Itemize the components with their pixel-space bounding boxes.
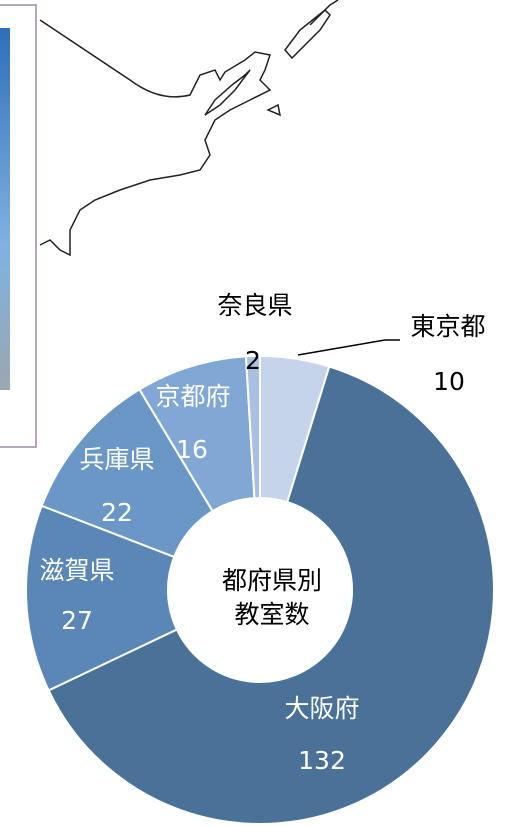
- center-label: 都府県別: [222, 566, 322, 595]
- slice-value: 10: [433, 367, 465, 396]
- slice-label: 滋賀県: [39, 556, 114, 585]
- slice-label: 東京都: [410, 312, 485, 341]
- slice-value: 2: [245, 346, 261, 375]
- slice-value: 132: [298, 746, 346, 775]
- slice-label: 京都府: [155, 382, 230, 411]
- slice-value: 16: [176, 435, 208, 464]
- slice-label: 奈良県: [217, 291, 292, 320]
- map-outline: [39, 0, 339, 257]
- leader-line: [297, 339, 386, 356]
- donut-hole: [168, 498, 352, 682]
- slice-label: 大阪府: [284, 694, 359, 723]
- slice-value: 22: [101, 498, 133, 527]
- slice-value: 27: [61, 606, 93, 635]
- slice-label: 兵庫県: [79, 445, 154, 474]
- photo: [0, 28, 10, 390]
- center-label: 教室数: [234, 600, 309, 629]
